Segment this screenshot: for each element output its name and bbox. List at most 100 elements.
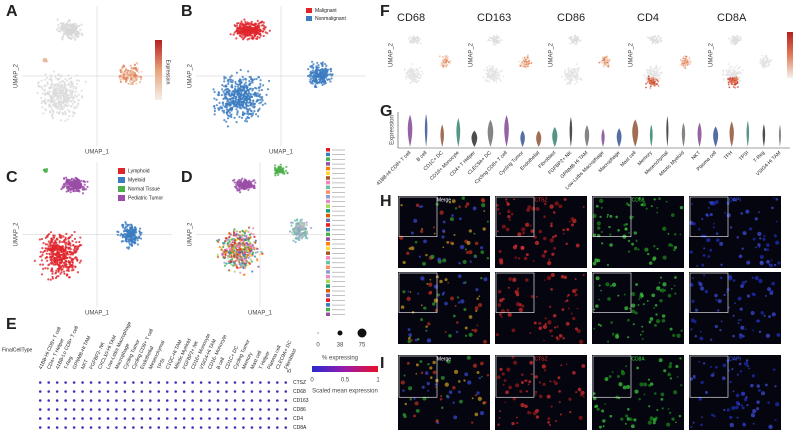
- cell-dot: [238, 115, 241, 118]
- cell-dot: [225, 102, 228, 105]
- cell-dot: [274, 164, 277, 167]
- cell-dot: [66, 252, 69, 255]
- cell-dot: [51, 117, 54, 120]
- cell-dot: [220, 248, 223, 251]
- cell-dot: [300, 233, 304, 236]
- cell-dot: [238, 178, 241, 182]
- cell-dot: [246, 109, 250, 112]
- cell-dot: [50, 76, 53, 79]
- cell-dot: [311, 69, 315, 72]
- y-title: FinalCellType: [2, 347, 33, 353]
- cell-dot: [41, 263, 44, 266]
- dot: [115, 417, 118, 420]
- cell-dot: [245, 97, 248, 100]
- cell-dot: [236, 237, 239, 240]
- legend-swatch: [326, 171, 330, 175]
- cell-dot: [261, 84, 265, 87]
- cell-dot: [130, 226, 133, 229]
- cell-dot: [228, 103, 232, 107]
- dot: [208, 408, 211, 411]
- cell-dot: [74, 266, 77, 269]
- dot: [165, 417, 169, 420]
- cell-dot: [41, 92, 44, 95]
- cell-dot: [496, 69, 499, 72]
- cell-dot: [228, 236, 231, 239]
- dot: [140, 408, 144, 411]
- cell-dot: [302, 235, 305, 238]
- cell-dot: [65, 241, 68, 244]
- cell-dot: [244, 263, 247, 266]
- cell-cluster: [56, 18, 84, 41]
- cell-dot: [45, 256, 48, 259]
- cell-cluster: [482, 64, 505, 84]
- cell-dot: [231, 100, 235, 103]
- cell-dot: [247, 104, 250, 107]
- cell-dot: [58, 248, 62, 252]
- cell-dot: [643, 75, 646, 78]
- legend-swatch: [306, 8, 312, 13]
- cell-dot: [321, 71, 324, 74]
- dot: [140, 399, 144, 402]
- cell-dot: [61, 240, 64, 244]
- cell-dot: [69, 32, 72, 35]
- cell-dot: [64, 256, 67, 260]
- cell-dot: [81, 192, 85, 195]
- cell-dot: [64, 78, 67, 81]
- cell-dot: [229, 76, 232, 79]
- cell-dot: [55, 269, 58, 272]
- cell-dot: [489, 36, 492, 39]
- cell-dot: [294, 237, 297, 240]
- cell-dot: [264, 102, 267, 105]
- cell-dot: [76, 245, 79, 248]
- cell-dot: [419, 76, 422, 79]
- dot: [267, 408, 271, 411]
- dot: [242, 390, 245, 393]
- cell-dot: [68, 77, 71, 80]
- cell-dot: [223, 264, 227, 267]
- cell-dot: [241, 38, 245, 41]
- cell-dot: [55, 84, 59, 87]
- cell-dot: [119, 78, 122, 81]
- cell-dot: [564, 78, 566, 81]
- cell-cluster: [60, 176, 89, 195]
- cell-dot: [251, 81, 254, 84]
- dot: [199, 399, 203, 402]
- cell-dot: [297, 229, 300, 233]
- cell-dot: [33, 259, 36, 262]
- cell-dot: [227, 245, 230, 248]
- cell-dot: [67, 99, 70, 102]
- dot: [284, 399, 288, 402]
- cell-dot: [253, 110, 256, 113]
- cell-dot: [42, 241, 45, 245]
- cell-dot: [244, 266, 247, 269]
- cell-dot: [325, 74, 328, 77]
- cell-dot: [79, 28, 82, 31]
- cell-dot: [486, 66, 489, 69]
- cell-dot: [52, 236, 56, 239]
- dot: [115, 390, 118, 393]
- cell-dot: [300, 236, 303, 239]
- cell-dot: [576, 81, 578, 83]
- cell-dot: [251, 253, 254, 256]
- cell-dot: [649, 82, 652, 84]
- cell-dot: [682, 55, 685, 58]
- cell-dot: [119, 75, 122, 78]
- cell-dot: [655, 75, 658, 78]
- cell-dot: [248, 79, 251, 83]
- cell-dot: [228, 94, 232, 97]
- dot: [123, 408, 127, 411]
- cell-dot: [257, 115, 260, 118]
- cell-dot: [53, 261, 56, 264]
- cell-cluster: [727, 34, 742, 46]
- cell-dot: [681, 61, 684, 64]
- cell-dot: [241, 177, 244, 180]
- cell-dot: [518, 60, 521, 63]
- cell-dot: [232, 231, 236, 235]
- cell-dot: [125, 76, 128, 80]
- cell-dot: [75, 249, 78, 252]
- legend-swatch: [326, 218, 330, 222]
- cell-dot: [218, 101, 221, 105]
- cell-dot: [72, 87, 75, 90]
- cell-dot: [51, 252, 54, 255]
- legend-swatch: [118, 186, 125, 192]
